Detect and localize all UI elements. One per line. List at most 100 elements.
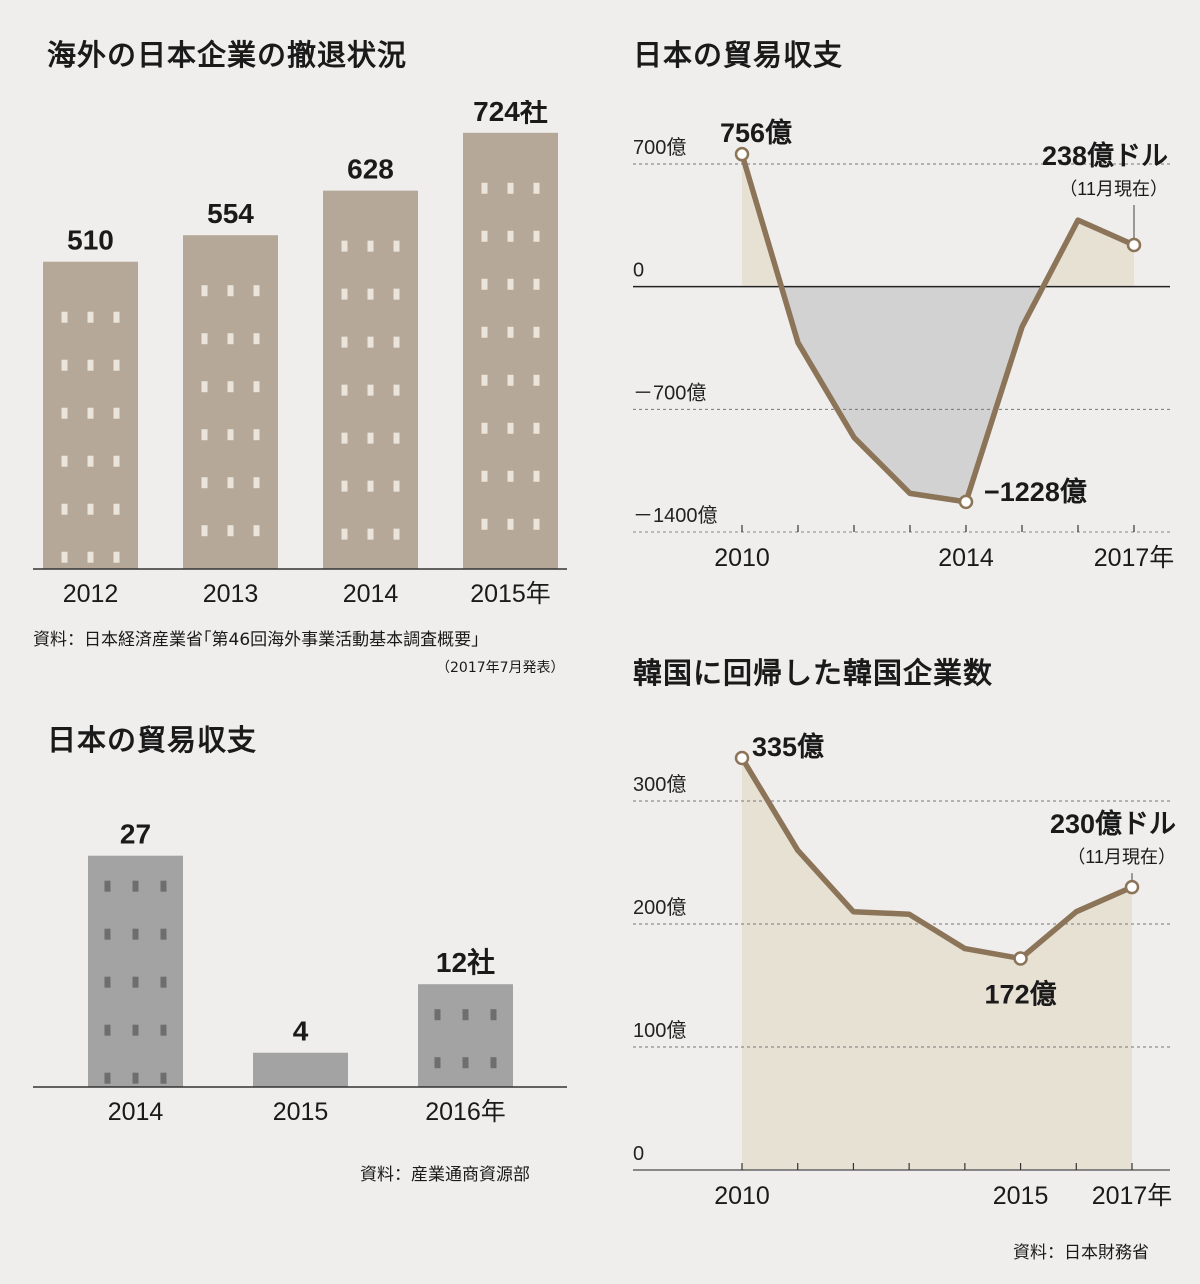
window (201, 285, 208, 297)
source-note-date: （2017年7月発表） (436, 660, 565, 676)
y-tick-label: 100億 (633, 1019, 686, 1042)
x-tick-label: 2015 (273, 1098, 329, 1126)
point-value-label: 172億 (985, 979, 1057, 1009)
window (104, 1072, 111, 1084)
window (367, 432, 374, 444)
window (481, 230, 488, 242)
window (507, 518, 514, 530)
highlight-point (734, 146, 750, 162)
x-tick-label: 2017年 (1092, 1182, 1173, 1210)
window (533, 182, 540, 194)
y-tick-label: －1400億 (633, 504, 718, 527)
point-value-label: 230億ドル (1050, 809, 1176, 839)
bar-value-label: 27 (120, 819, 151, 850)
x-tick-label: 2014 (343, 580, 399, 608)
window (87, 455, 94, 467)
highlight-point (1124, 879, 1140, 895)
y-tick-label: 300億 (633, 773, 686, 796)
highlight-point (1126, 237, 1142, 253)
window (253, 525, 260, 537)
window (341, 336, 348, 348)
window (462, 1057, 469, 1069)
window (434, 1009, 441, 1021)
chart-title-returning-companies: 韓国に回帰した韓国企業数 (633, 656, 994, 690)
window (341, 288, 348, 300)
window (87, 311, 94, 323)
window (87, 551, 94, 563)
window (533, 470, 540, 482)
window (227, 429, 234, 441)
chart-title-overseas-withdrawal: 海外の日本企業の撤退状況 (47, 38, 408, 72)
window (253, 477, 260, 489)
window (367, 384, 374, 396)
window (61, 551, 68, 563)
window (462, 1009, 469, 1021)
window (507, 422, 514, 434)
window (393, 432, 400, 444)
window (201, 381, 208, 393)
bar (463, 132, 558, 569)
window (367, 528, 374, 540)
point-value-sublabel: （11月現在） (1067, 847, 1176, 867)
building-windows (434, 1009, 497, 1069)
window (507, 230, 514, 242)
window (393, 240, 400, 252)
source-label-motie: 資料：産業通商資源部 (360, 1165, 530, 1185)
x-tick-label: 2012 (63, 580, 119, 608)
bar (418, 984, 513, 1087)
window (490, 1057, 497, 1069)
bar-value-label: 12社 (436, 947, 495, 978)
window (341, 384, 348, 396)
building-windows (481, 182, 540, 530)
window (201, 477, 208, 489)
x-tick-label: 2015 (993, 1182, 1049, 1210)
point-value-label: −1228億 (984, 477, 1087, 507)
bar (323, 190, 418, 569)
window (201, 333, 208, 345)
window (160, 976, 167, 988)
window (481, 182, 488, 194)
area-fill-positive (742, 758, 1132, 1170)
bar-value-label: 554 (207, 198, 254, 229)
y-tick-label: 200億 (633, 896, 686, 919)
window (481, 470, 488, 482)
window (160, 1072, 167, 1084)
window (104, 880, 111, 892)
series-line (739, 756, 1134, 962)
y-tick-label: －700億 (633, 381, 706, 404)
window (367, 480, 374, 492)
window (227, 381, 234, 393)
chart-title-trade-balance-bottom: 日本の貿易収支 (47, 723, 258, 757)
building-windows (104, 880, 167, 1084)
y-tick-label: 700億 (633, 136, 686, 159)
window (87, 503, 94, 515)
window (87, 407, 94, 419)
line-chart-trade-balance: 700億 0 －700億 －1400億 2010 2014 2017年 756億 −1228億 2… (633, 118, 1174, 572)
window (341, 480, 348, 492)
window (87, 359, 94, 371)
window (132, 1072, 139, 1084)
area-fill-positive (742, 154, 1134, 287)
window (61, 455, 68, 467)
line-chart-returning-companies: 300億 200億 100億 0 2010 2015 2017年 335億 172億 230億ドル… (633, 732, 1176, 1210)
window (104, 976, 111, 988)
window (341, 528, 348, 540)
window (132, 976, 139, 988)
bar-value-label: 510 (67, 225, 114, 256)
x-tick-label: 2013 (203, 580, 259, 608)
window (201, 525, 208, 537)
window (507, 278, 514, 290)
window (61, 407, 68, 419)
window (113, 551, 120, 563)
window (201, 429, 208, 441)
building-windows (341, 240, 400, 540)
point-value-sublabel: （11月現在） (1059, 179, 1168, 199)
window (113, 407, 120, 419)
bar-value-label: 4 (293, 1016, 309, 1047)
x-tick-label: 2010 (714, 544, 770, 572)
window (113, 503, 120, 515)
x-tick-label: 2015年 (470, 580, 551, 608)
window (481, 326, 488, 338)
window (507, 326, 514, 338)
window (113, 359, 120, 371)
